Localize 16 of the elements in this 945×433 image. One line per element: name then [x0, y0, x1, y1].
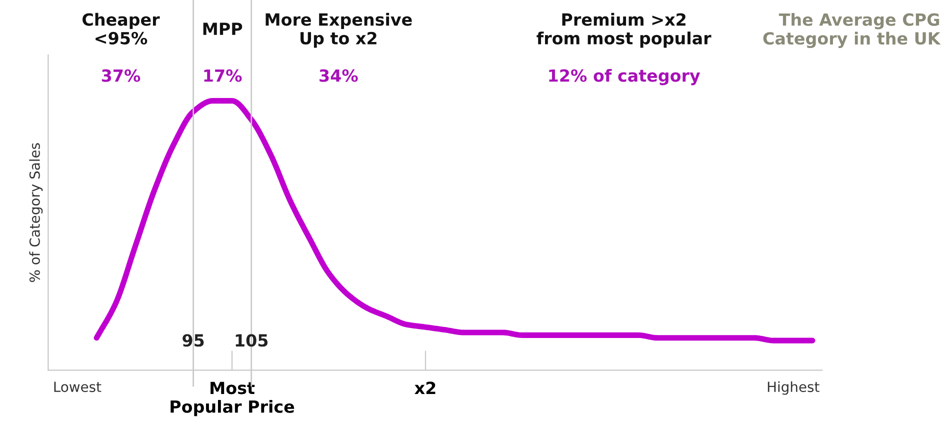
x-tick-label: 105	[236, 334, 268, 347]
text: More Expensive Up to x2	[266, 12, 412, 48]
x-tick-label: x2	[414, 382, 436, 394]
text: 17%	[204, 69, 242, 82]
text: Cheaper <95%	[82, 12, 160, 44]
y-axis-title: % of Category Sales	[29, 143, 43, 282]
text: Premium >x2 from most popular	[536, 12, 712, 48]
text: 12% of category	[549, 68, 700, 86]
x-tick-label: Most Popular Price	[170, 382, 294, 416]
x-tick-label: 95	[182, 334, 204, 347]
x-tick-label: Highest	[768, 381, 820, 395]
text: 34%	[320, 69, 358, 82]
text: 37%	[102, 69, 140, 82]
chart-title: The Average CPG Category in the UK	[763, 12, 941, 48]
x-tick-label: Lowest	[54, 382, 102, 392]
text: MPP	[203, 22, 242, 35]
